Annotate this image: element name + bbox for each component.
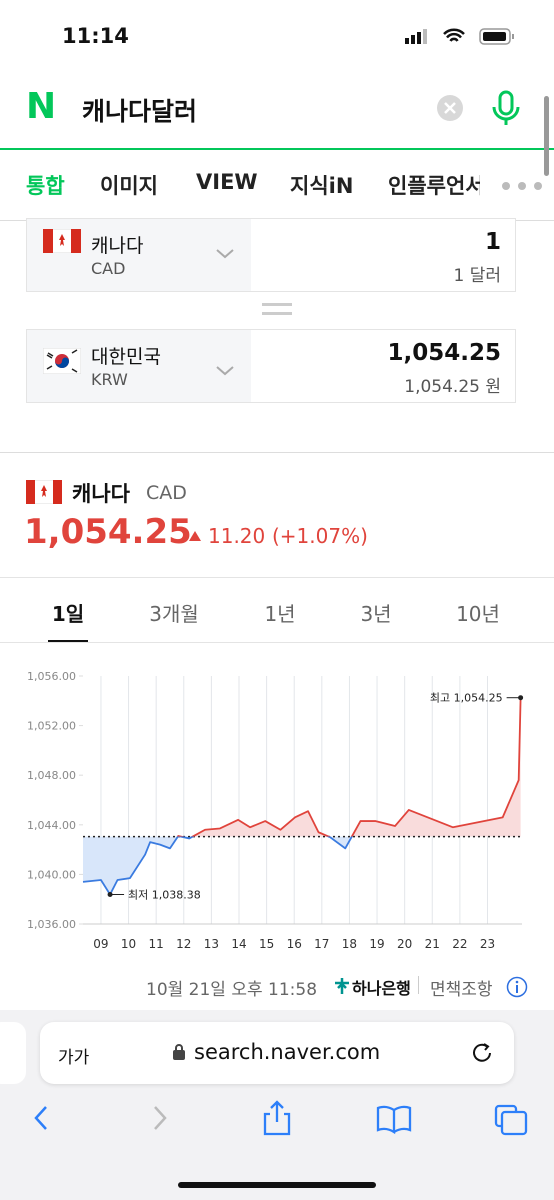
divider (0, 577, 554, 578)
disclaimer[interactable]: 면책조항 (430, 980, 493, 1000)
min-point (107, 891, 113, 897)
x-tick-label: 09 (93, 937, 108, 951)
x-tick-label: 23 (480, 937, 495, 951)
x-tick-label: 17 (314, 937, 329, 951)
tab[interactable]: 통합 (26, 174, 65, 198)
info-icon[interactable] (506, 976, 528, 998)
x-tick-label: 13 (204, 937, 219, 951)
flag-canada (43, 229, 81, 253)
tab[interactable]: VIEW (196, 170, 258, 194)
url[interactable]: search.naver.com (194, 1040, 381, 1064)
period-tab[interactable]: 3개월 (149, 602, 199, 626)
x-tick-label: 19 (369, 937, 384, 951)
status-icons (405, 28, 514, 45)
x-tick-label: 10 (121, 937, 136, 951)
x-tick-label: 15 (259, 937, 274, 951)
x-tick-label: 14 (231, 937, 246, 951)
y-tick-label: 1,056.00 (27, 670, 76, 683)
reload-button[interactable] (470, 1040, 496, 1066)
flag-korea (43, 348, 81, 374)
bank-name: 하나은행 (352, 979, 411, 998)
period-underline (48, 640, 88, 642)
amount-label: 1 달러 (453, 266, 502, 286)
converter-to: 대한민국 KRW 1,054.25 1,054.25 원 (26, 329, 516, 403)
search-underline (0, 148, 554, 150)
x-tick-label: 12 (176, 937, 191, 951)
divider (0, 452, 554, 453)
status-time: 11:14 (62, 24, 129, 48)
separator (418, 976, 419, 994)
min-label: 최저 1,038.38 (128, 888, 201, 901)
equals-sign (262, 303, 292, 315)
search-actions (437, 90, 520, 125)
currency-code: CAD (91, 259, 126, 278)
tab[interactable]: 인플루언서 (388, 174, 480, 198)
address-bar[interactable] (40, 1022, 514, 1084)
bank-logo (335, 978, 349, 994)
area (83, 697, 521, 895)
y-tick-label: 1,036.00 (27, 918, 76, 931)
more-tabs[interactable] (498, 180, 548, 194)
x-tick-label: 11 (149, 937, 164, 951)
share-button[interactable] (263, 1100, 291, 1136)
price-line (82, 697, 522, 896)
rate-change-pct: (+1.07%) (272, 524, 368, 548)
currency-name: 캐나다 (91, 235, 144, 257)
period-tab[interactable]: 3년 (360, 602, 392, 626)
rate-name: 캐나다 (72, 482, 130, 506)
period-tab[interactable]: 1일 (51, 602, 85, 626)
updated-time: 10월 21일 오후 11:58 (146, 980, 318, 1000)
currency-code: KRW (91, 370, 128, 389)
x-tick-label: 20 (397, 937, 412, 951)
rate-change: 11.20 (208, 524, 266, 548)
y-tick-label: 1,052.00 (27, 720, 76, 733)
x-tick-label: 22 (452, 937, 467, 951)
converter-from: 캐나다 CAD 1 1 달러 (26, 218, 516, 292)
x-tick-label: 16 (287, 937, 302, 951)
tab[interactable]: 지식iN (290, 174, 354, 198)
text-size-button[interactable]: 가가 (58, 1048, 90, 1068)
prev-tab-card[interactable] (0, 1022, 26, 1084)
max-point (518, 695, 524, 701)
chevron (216, 366, 234, 376)
flag-canada (26, 480, 62, 504)
tab[interactable]: 이미지 (100, 174, 158, 198)
chevron (216, 249, 234, 259)
amount-label: 1,054.25 원 (404, 377, 501, 397)
x-tick-label: 21 (425, 937, 440, 951)
y-tick-label: 1,048.00 (27, 769, 76, 782)
currency-name: 대한민국 (91, 346, 161, 368)
amount[interactable]: 1 (484, 229, 501, 255)
rate-code: CAD (146, 482, 187, 504)
period-tab[interactable]: 10년 (456, 602, 500, 626)
back-button[interactable] (34, 1106, 47, 1130)
y-tick-label: 1,040.00 (27, 868, 76, 881)
rate-price: 1,054.25 (24, 512, 192, 552)
divider (0, 642, 554, 643)
chart: 1,036.00 1,040.00 1,044.00 1,048.00 1,052.00… (27, 670, 524, 951)
home-indicator (178, 1182, 376, 1188)
max-label: 최고 1,054.25 (430, 692, 503, 705)
forward-button[interactable] (154, 1106, 167, 1130)
naver-logo[interactable]: N (26, 86, 57, 127)
scrollbar (544, 96, 549, 176)
up-arrow (189, 531, 201, 541)
search-query[interactable]: 캐나다달러 (82, 97, 198, 126)
lock-icon (173, 1044, 185, 1060)
browser-nav (34, 1100, 528, 1136)
amount[interactable]: 1,054.25 (387, 340, 502, 366)
period-tab[interactable]: 1년 (264, 602, 296, 626)
y-tick-label: 1,044.00 (27, 819, 76, 832)
x-tick-label: 18 (342, 937, 357, 951)
bookmarks-button[interactable] (376, 1105, 412, 1135)
